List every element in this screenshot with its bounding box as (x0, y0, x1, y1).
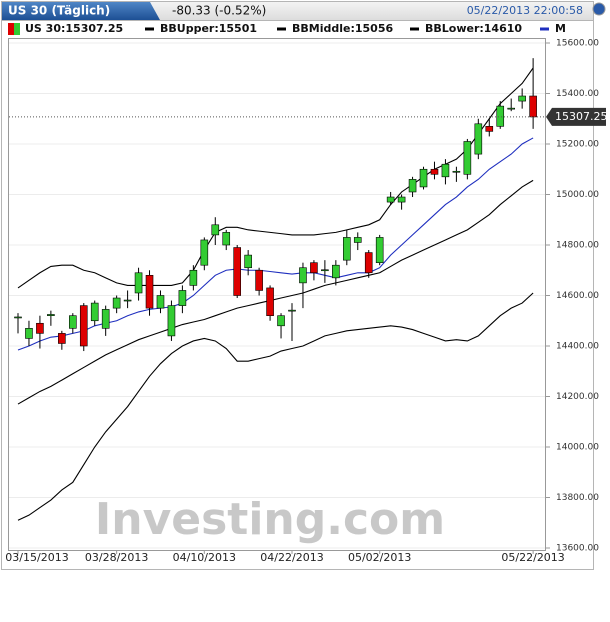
last-price-label: 15307.25 (555, 110, 608, 123)
indicator-line (17, 67, 534, 289)
legend-label: US 30:15307.25 (25, 22, 123, 35)
y-tick-label: 14600.00 (556, 291, 599, 301)
candle-body (36, 322, 44, 334)
y-tick-label: 15600.00 (556, 39, 599, 49)
x-tick-label: 03/15/2013 (5, 551, 68, 564)
candle-body (485, 126, 494, 132)
candle-body (441, 163, 450, 178)
timestamp: 05/22/2013 22:00:58 (467, 4, 583, 17)
legend-icon (8, 23, 14, 35)
legend-label: BBLower:14610 (425, 22, 522, 35)
title-tab (2, 2, 160, 20)
candle-body (496, 105, 505, 127)
price-change: -80.33 (-0.52%) (172, 4, 266, 18)
candle-body (200, 239, 209, 266)
y-tick-label: 14800.00 (556, 241, 599, 251)
last-price-box (546, 107, 606, 126)
candle-body (47, 314, 55, 316)
candle-body (342, 237, 351, 261)
candle-body (321, 269, 329, 272)
indicator-line (17, 179, 534, 405)
y-tick-label: 15200.00 (556, 140, 599, 150)
y-tick-label: 15400.00 (556, 89, 599, 99)
candle-body (178, 290, 187, 306)
y-tick-label: 14200.00 (556, 392, 599, 402)
candle-body (277, 315, 285, 327)
legend-label: M (555, 22, 566, 35)
candle-body (101, 309, 110, 329)
candle-body (145, 274, 154, 309)
x-tick-label: 03/28/2013 (85, 551, 148, 564)
x-tick-label: 04/22/2013 (260, 551, 323, 564)
candle-body (233, 247, 241, 296)
candle-body (222, 232, 231, 246)
y-tick-label: 14000.00 (556, 443, 599, 453)
candle-body (353, 237, 362, 243)
candle-body (58, 333, 66, 344)
candle-body (397, 196, 406, 203)
candle-body (332, 264, 340, 279)
legend-label: BBMiddle:15056 (292, 22, 393, 35)
candle-body (452, 170, 461, 173)
candle-body (156, 295, 165, 309)
candle-body (288, 309, 296, 312)
candle-body (299, 267, 307, 284)
candle-body (167, 305, 176, 337)
chart-title: US 30 (Täglich) (8, 4, 110, 18)
candle-body (266, 287, 274, 316)
y-tick-label: 14400.00 (556, 342, 599, 352)
candle-body (25, 328, 33, 339)
x-tick-label: 04/10/2013 (173, 551, 236, 564)
candle-body (310, 262, 318, 274)
y-tick-label: 13600.00 (556, 544, 599, 554)
settings-icon[interactable] (592, 2, 606, 16)
candle-body (386, 196, 395, 203)
candle-body (408, 179, 417, 193)
candle-body (211, 224, 220, 236)
candle-body (14, 316, 22, 319)
candle-body (419, 168, 428, 188)
candle-body (507, 107, 516, 110)
chart-frame (1, 1, 594, 570)
indicator-line (17, 292, 534, 521)
candle-body (69, 315, 77, 329)
legend-label: BBUpper:15501 (160, 22, 257, 35)
candle-body (364, 252, 373, 274)
y-tick-label: 13800.00 (556, 493, 599, 503)
x-tick-label: 05/02/2013 (348, 551, 411, 564)
candle-body (430, 168, 439, 175)
candle-body (255, 269, 263, 291)
candle-body (90, 302, 99, 322)
candle-body (518, 95, 526, 102)
candle-body (375, 237, 384, 263)
y-tick-label: 15000.00 (556, 190, 599, 200)
candle-body (112, 297, 121, 309)
candle-body (474, 123, 483, 155)
x-tick-label: 05/22/2013 (501, 551, 564, 564)
candle-body (189, 269, 198, 286)
legend-icon (14, 23, 20, 35)
candle-body (463, 141, 472, 175)
candle-body (123, 299, 132, 302)
watermark: Investing.com (95, 494, 445, 545)
candle-body (134, 272, 143, 294)
plot-frame (8, 38, 546, 551)
candle-body (529, 95, 537, 118)
candle-body (79, 305, 88, 347)
candle-body (244, 254, 252, 269)
